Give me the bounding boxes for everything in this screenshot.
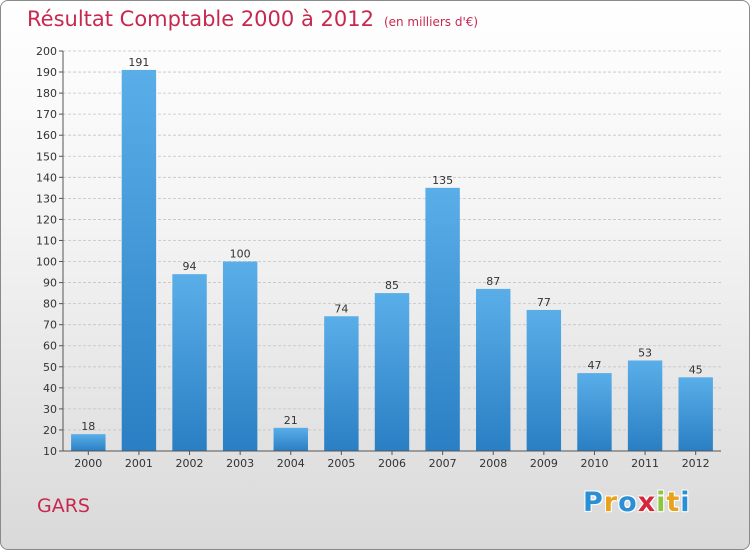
x-tick-label: 2012: [682, 457, 710, 470]
logo-letter: o: [618, 487, 638, 518]
logo-letter: r: [603, 487, 619, 518]
bar: [121, 69, 157, 452]
x-tick-label: 2008: [479, 457, 507, 470]
x-tick-label: 2009: [530, 457, 558, 470]
x-axis: 2000 2001 2002 2003 2004 2005 2006 2007 2008 2009…: [63, 450, 721, 470]
bar-value-label: 21: [284, 414, 298, 427]
y-tick-label: 110: [36, 234, 57, 247]
x-tick-label: 2004: [277, 457, 305, 470]
x-tick-label: 2003: [226, 457, 254, 470]
y-tick-label: 50: [43, 361, 57, 374]
bar-value-label: 191: [128, 56, 149, 69]
y-tick-label: 120: [36, 213, 57, 226]
unit-text: (en milliers d'€): [383, 15, 479, 29]
logo-letter: t: [666, 487, 681, 518]
y-tick-label: 100: [36, 256, 57, 269]
logo-letter: i: [680, 487, 691, 518]
y-axis: 10 20 30 40 50 60 70 80 90 100 110 120 130 140 150 160 1…: [36, 45, 64, 458]
bar-value-label: 45: [689, 363, 703, 376]
bar-value-label: 74: [334, 302, 348, 315]
place-name: GARS: [37, 495, 90, 517]
y-tick-label: 20: [43, 424, 57, 437]
bar: [324, 316, 359, 451]
y-tick-label: 40: [43, 382, 57, 395]
bar: [374, 293, 410, 451]
bar-value-label: 18: [81, 420, 95, 433]
y-tick-label: 70: [43, 319, 57, 332]
x-tick-label: 2010: [580, 457, 608, 470]
y-tick-label: 60: [43, 340, 57, 353]
bar: [627, 360, 663, 451]
logo-letter: i: [656, 487, 667, 518]
x-tick-label: 2001: [125, 457, 153, 470]
bar-value-label: 53: [638, 346, 652, 359]
y-tick-label: 30: [43, 403, 57, 416]
x-tick-label: 2000: [74, 457, 102, 470]
bar: [678, 377, 713, 451]
y-tick-label: 90: [43, 277, 57, 290]
y-tick-label: 170: [36, 108, 57, 121]
bar-value-label: 100: [230, 248, 251, 261]
bar-value-label: 135: [432, 174, 453, 187]
bar-value-label: 77: [537, 296, 551, 309]
y-tick-label: 190: [36, 66, 57, 79]
x-tick-label: 2006: [378, 457, 406, 470]
bars: 18 191 94 100 21 74 85 135 87 77 47 53 45: [71, 56, 713, 452]
bar-value-label: 85: [385, 279, 399, 292]
logo-letter: P: [583, 487, 604, 518]
bar: [222, 261, 258, 451]
bar-value-label: 94: [183, 260, 197, 273]
y-tick-label: 10: [43, 445, 57, 458]
bar: [71, 434, 106, 451]
bar: [476, 288, 511, 451]
bar-value-label: 87: [486, 275, 500, 288]
bar: [425, 187, 460, 451]
chart-title: Résultat Comptable 2000 à 2012 (en millie…: [27, 7, 478, 31]
bar-value-label: 47: [587, 359, 601, 372]
y-tick-label: 130: [36, 192, 57, 205]
title-text: Résultat Comptable 2000 à 2012: [27, 7, 374, 31]
y-tick-label: 80: [43, 298, 57, 311]
y-tick-label: 200: [36, 45, 57, 58]
y-tick-label: 160: [36, 129, 57, 142]
proxiti-logo: Proxiti: [583, 487, 691, 518]
bar: [577, 373, 612, 451]
bar: [526, 309, 562, 451]
bar: [172, 274, 207, 451]
x-tick-label: 2005: [327, 457, 355, 470]
x-tick-label: 2011: [631, 457, 659, 470]
logo-letter: x: [637, 487, 657, 518]
y-tick-label: 180: [36, 87, 57, 100]
x-tick-label: 2007: [429, 457, 457, 470]
x-tick-label: 2002: [176, 457, 204, 470]
bar: [273, 427, 308, 451]
y-tick-label: 140: [36, 171, 57, 184]
y-tick-label: 150: [36, 150, 57, 163]
